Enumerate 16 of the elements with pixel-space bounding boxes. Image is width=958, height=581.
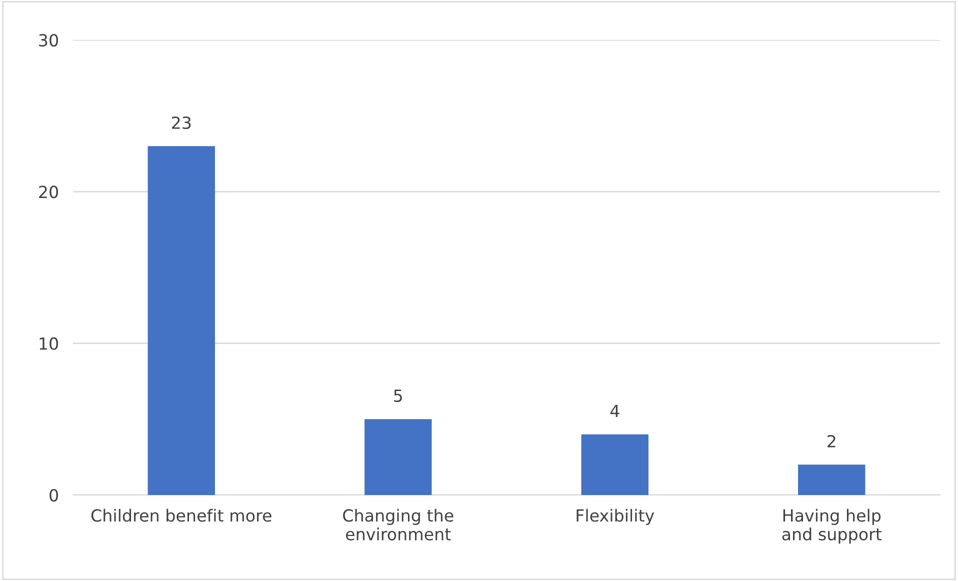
x-tick-label: Changing the environment	[343, 508, 454, 540]
y-tick-label: 10	[40, 337, 58, 350]
bar	[148, 146, 215, 495]
y-tick-label: 30	[39, 34, 58, 47]
data-label: 5	[394, 390, 402, 402]
bar	[798, 464, 866, 495]
data-label: 2	[828, 434, 836, 448]
y-tick-label: 0	[50, 488, 58, 502]
x-tick-label: Having help and support	[782, 508, 882, 544]
x-tick-label: Children benefit more	[91, 508, 272, 522]
y-tick-label: 20	[39, 186, 58, 198]
bar	[581, 434, 648, 495]
bar	[364, 419, 432, 495]
data-label: 23	[172, 116, 191, 130]
x-tick-label: Flexibility	[576, 508, 654, 526]
data-label: 4	[610, 404, 620, 417]
